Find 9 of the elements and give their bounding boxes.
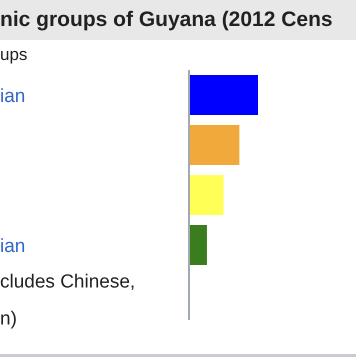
text: ups [0, 44, 28, 66]
y-tick-label: ian [0, 236, 26, 257]
bar [189, 175, 224, 215]
y-tick-label: ian [0, 86, 26, 107]
chart-title: nic groups of Guyana (2012 Cens [0, 0, 356, 40]
bar [189, 125, 240, 165]
y-tick-label: cludes Chinese, n) [0, 272, 136, 330]
bar [189, 75, 258, 115]
bar [189, 225, 207, 265]
